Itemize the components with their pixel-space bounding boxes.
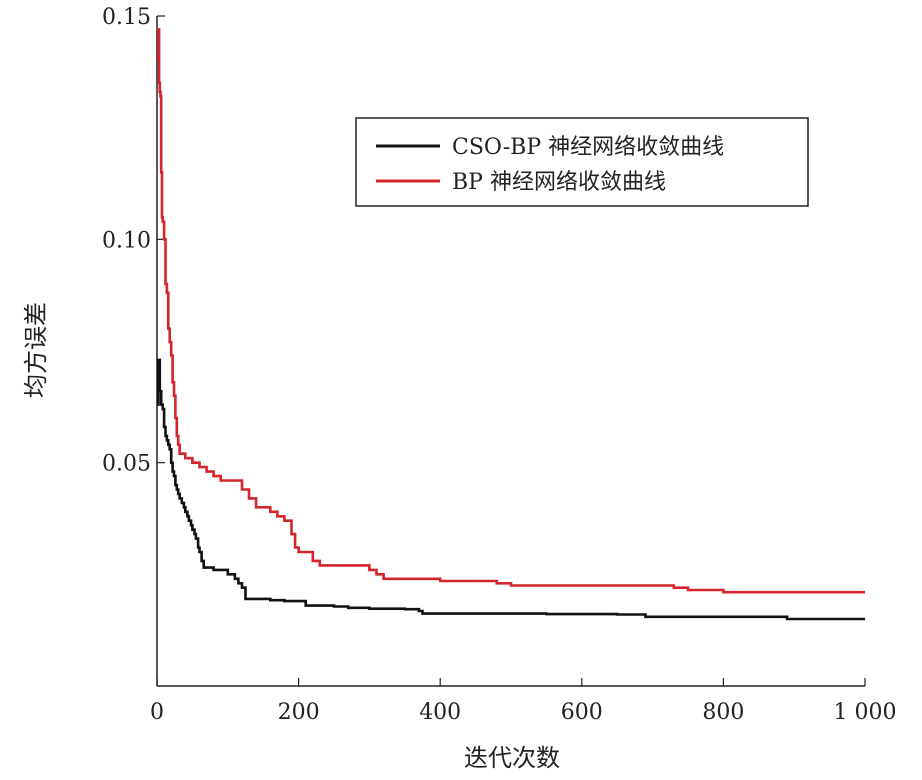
- x-tick-label: 400: [419, 700, 461, 725]
- y-axis-title: 均方误差: [22, 302, 50, 398]
- legend-label-bp: BP 神经网络收敛曲线: [452, 170, 666, 195]
- legend-label-cso-bp: CSO-BP 神经网络收敛曲线: [452, 135, 724, 160]
- series-line-bp: [157, 28, 865, 594]
- legend: CSO-BP 神经网络收敛曲线 BP 神经网络收敛曲线: [355, 117, 809, 207]
- axes: 0 200 400 600 800 1 000 0.05 0.10 0.15: [102, 5, 896, 725]
- x-tick-label: 0: [150, 700, 164, 725]
- legend-box: [355, 117, 809, 207]
- x-tick-label: 1 000: [834, 700, 897, 725]
- x-tick-label: 600: [561, 700, 603, 725]
- series-line-cso-bp: [157, 358, 865, 621]
- series-layer: [157, 28, 865, 621]
- y-tick-label: 0.05: [102, 452, 151, 477]
- y-tick-label: 0.10: [102, 228, 151, 253]
- y-tick-label: 0.15: [102, 5, 151, 30]
- x-axis-title: 迭代次数: [464, 744, 560, 772]
- x-tick-label: 800: [702, 700, 744, 725]
- x-tick-label: 200: [278, 700, 320, 725]
